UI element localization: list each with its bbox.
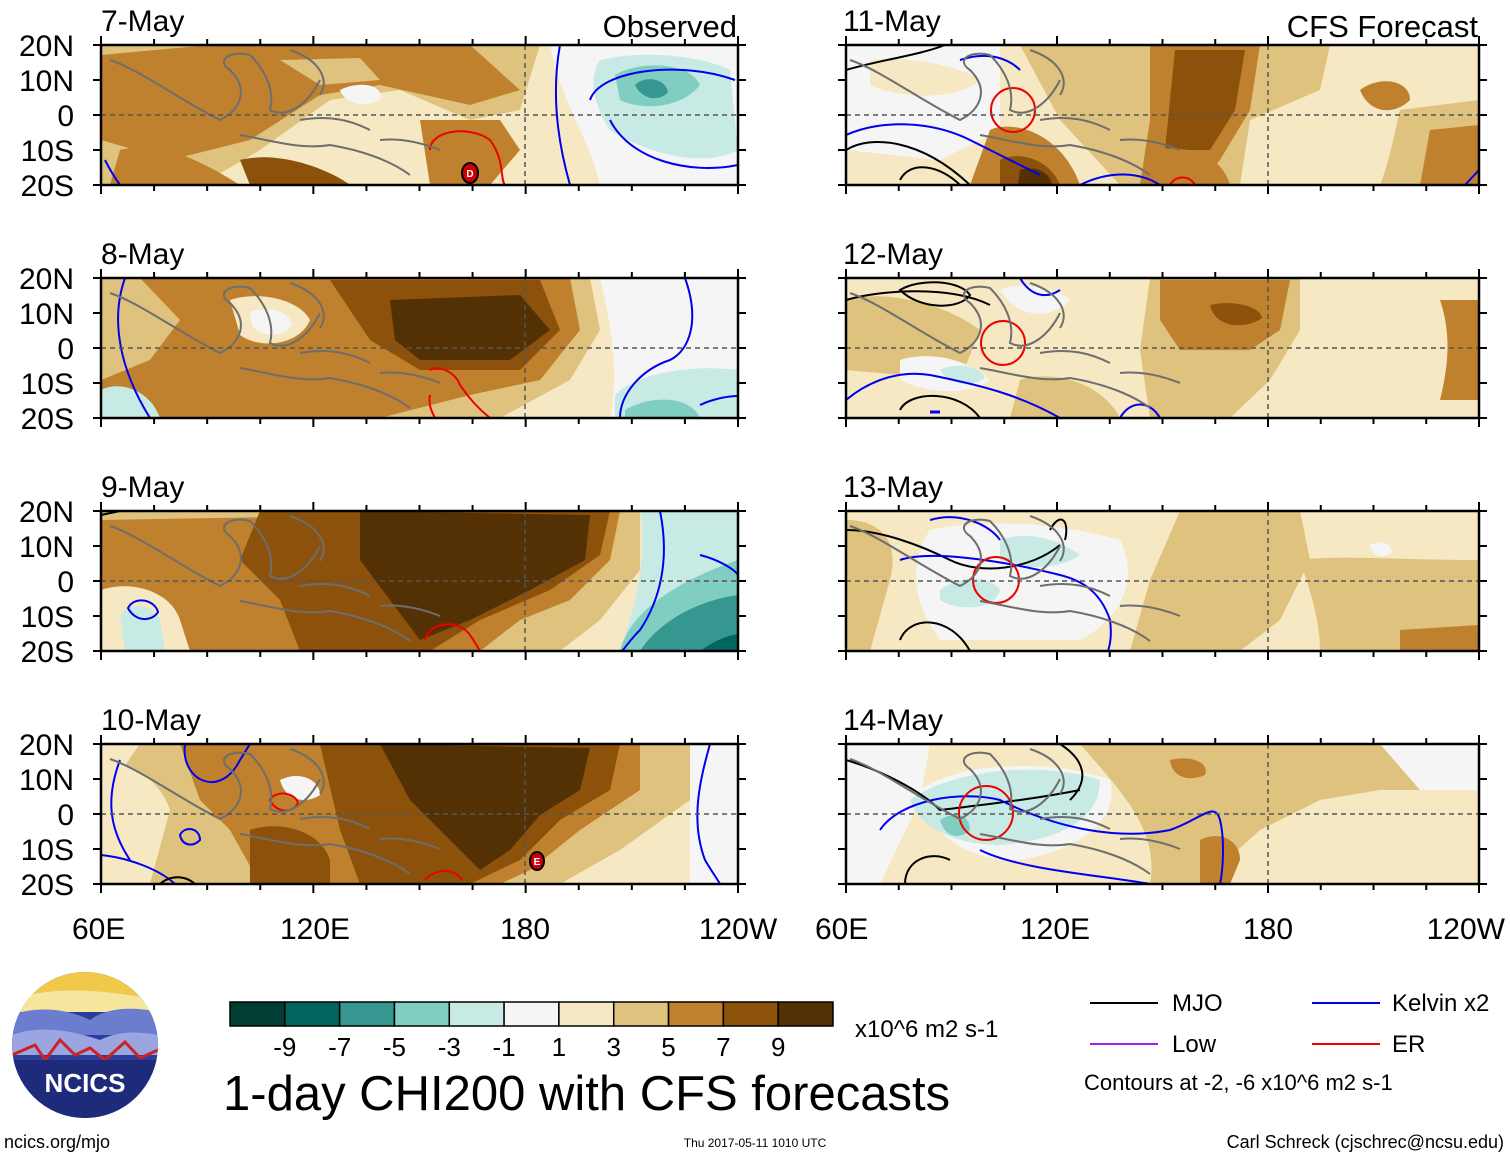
marker-e-label: E — [534, 857, 541, 868]
colorbar-swatch — [667, 1001, 725, 1027]
lat-label: 20N — [19, 30, 74, 63]
lon-label: 120E — [1020, 913, 1090, 946]
panel-title-9may: 9-May — [101, 471, 184, 504]
footer-timestamp: Thu 2017-05-11 1010 UTC — [684, 1136, 827, 1150]
colorbar-tick-label: 5 — [661, 1032, 675, 1062]
legend-label-mjo: MJO — [1172, 990, 1223, 1017]
lat-label: 10N — [19, 298, 74, 331]
colorbar-tick-label: -9 — [273, 1032, 296, 1062]
land-outlines — [109, 49, 1181, 875]
marker-d: D — [461, 162, 479, 184]
lat-label: 10S — [21, 135, 74, 168]
grid-layer — [101, 45, 1479, 884]
lon-label: 180 — [500, 913, 550, 946]
lat-label: 10N — [19, 764, 74, 797]
lat-label: 10S — [21, 601, 74, 634]
panel-title-10may: 10-May — [101, 704, 201, 737]
lat-label: 10S — [21, 834, 74, 867]
lon-label: 120W — [1427, 913, 1506, 946]
colorbar-swatch — [722, 1001, 779, 1027]
legend-label-er: ER — [1392, 1031, 1425, 1058]
colorbar-tick-label: -5 — [383, 1032, 406, 1062]
observed-header: Observed — [603, 9, 737, 44]
axis-labels: 20N10N010S20S20N10N010S20S20N10N010S20S2… — [19, 30, 1506, 946]
legend: MJO Kelvin x2 Low ER Contours at -2, -6 … — [1084, 990, 1489, 1095]
lon-label: 120E — [280, 913, 350, 946]
footer-credit: Carl Schreck (cjschrec@ncsu.edu) — [1227, 1132, 1504, 1152]
colorbar-swatch — [393, 1001, 451, 1027]
figure-title: 1-day CHI200 with CFS forecasts — [223, 1067, 950, 1121]
legend-label-low: Low — [1172, 1031, 1217, 1058]
lat-label: 20N — [19, 729, 74, 762]
colorbar: -9 -7 -5 -3 -1 1 3 5 7 9 — [229, 1001, 834, 1062]
marker-e: E — [529, 851, 545, 871]
colorbar-swatch — [612, 1001, 670, 1027]
forecast-header: CFS Forecast — [1287, 9, 1479, 44]
panel-frames — [93, 36, 1487, 893]
legend-label-kelvin: Kelvin x2 — [1392, 990, 1489, 1017]
legend-contour-note: Contours at -2, -6 x10^6 m2 s-1 — [1084, 1070, 1393, 1095]
panel-title-11may: 11-May — [843, 5, 941, 38]
lat-label: 20N — [19, 496, 74, 529]
lat-label: 20S — [21, 869, 74, 902]
lat-label: 0 — [57, 566, 74, 599]
colorbar-tick-label: 9 — [771, 1032, 785, 1062]
lon-label: 120W — [699, 913, 778, 946]
lat-label: 20N — [19, 263, 74, 296]
map-panel-8may — [101, 278, 738, 418]
lat-label: 0 — [57, 333, 74, 366]
lat-label: 0 — [57, 100, 74, 133]
colorbar-tick-label: -7 — [328, 1032, 351, 1062]
colorbar-tick-label: 3 — [606, 1032, 620, 1062]
panel-title-7may: 7-May — [101, 5, 184, 38]
colorbar-swatch — [338, 1001, 396, 1027]
ncics-logo: NCICS — [12, 972, 158, 1118]
colorbar-swatch — [558, 1001, 615, 1027]
lat-label: 20S — [21, 636, 74, 669]
lat-label: 10S — [21, 368, 74, 401]
map-panel-9may — [101, 511, 738, 651]
colorbar-tick-label: -1 — [493, 1032, 516, 1062]
lat-label: 10N — [19, 531, 74, 564]
lat-label: 20S — [21, 170, 74, 203]
marker-d-label: D — [466, 169, 473, 180]
colorbar-swatch — [229, 1001, 286, 1027]
colorbar-swatch — [284, 1001, 341, 1027]
logo-text: NCICS — [45, 1068, 126, 1098]
lon-label: 60E — [72, 913, 125, 946]
map-panel-12may — [846, 278, 1479, 418]
lat-label: 10N — [19, 65, 74, 98]
colorbar-tick-label: 1 — [552, 1032, 566, 1062]
colorbar-units: x10^6 m2 s-1 — [855, 1016, 998, 1043]
colorbar-swatch — [503, 1001, 560, 1027]
panel-title-13may: 13-May — [843, 471, 943, 504]
lat-label: 0 — [57, 799, 74, 832]
colorbar-tick-label: 7 — [716, 1032, 730, 1062]
colorbar-tick-label: -3 — [438, 1032, 461, 1062]
colorbar-swatch — [448, 1001, 505, 1027]
panel-title-8may: 8-May — [101, 238, 184, 271]
map-panel-7may — [101, 45, 738, 185]
panel-title-12may: 12-May — [843, 238, 943, 271]
lon-label: 60E — [815, 913, 868, 946]
panel-title-14may: 14-May — [843, 704, 943, 737]
footer-site: ncics.org/mjo — [4, 1132, 110, 1152]
lon-label: 180 — [1243, 913, 1293, 946]
lat-label: 20S — [21, 403, 74, 436]
colorbar-swatch — [777, 1001, 834, 1027]
